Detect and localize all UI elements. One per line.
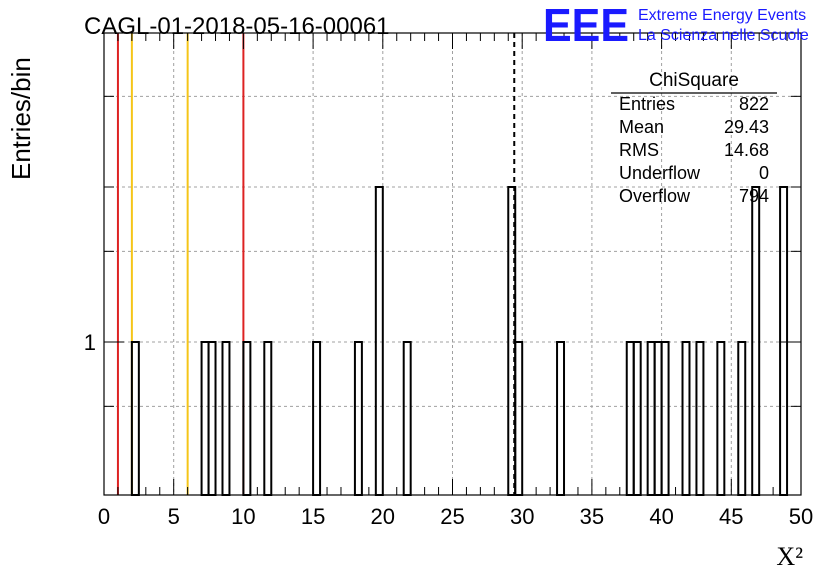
histogram-bar [751,186,761,496]
histogram-bar [402,341,412,496]
stats-value: 822 [739,94,769,114]
stats-label: Overflow [619,186,691,206]
histogram-bar [681,341,691,496]
x-tick-label: 5 [168,504,180,529]
histogram-bar [556,341,566,496]
histogram-bar [263,341,273,496]
stats-value: 29.43 [724,117,769,137]
histogram-bar [374,186,384,496]
x-tick-label: 35 [580,504,604,529]
eee-logo: EEE Extreme Energy Events La Scienza nel… [543,0,809,51]
stats-value: 794 [739,186,769,206]
x-tick-label: 20 [371,504,395,529]
histogram-bar [716,341,726,496]
histogram-bar [632,341,642,496]
stats-label: Mean [619,117,664,137]
histogram-bar [514,341,524,496]
stats-title: ChiSquare [649,70,739,91]
histogram-bar [646,341,656,496]
histogram-bar [221,341,231,496]
x-tick-label: 0 [98,504,110,529]
histogram-bar [737,341,747,496]
x-tick-label: 25 [440,504,464,529]
x-tick-label: 30 [510,504,534,529]
stats-value: 14.68 [724,140,769,160]
stats-label: Entries [619,94,675,114]
x-tick-label: 45 [719,504,743,529]
histogram-bar [695,341,705,496]
eee-logo-mark: EEE [543,0,629,51]
histogram-bars [130,186,789,496]
reference-lines [116,33,516,495]
histogram-bar [200,341,210,496]
x-tick-label: 15 [301,504,325,529]
eee-logo-line1: Extreme Energy Events [638,7,806,24]
chart-title: CAGL-01-2018-05-16-00061 [84,13,390,40]
histogram-bar [625,341,635,496]
x-axis-label: X² [776,542,803,571]
stats-label: Underflow [619,163,701,183]
axis-ticks: 0 5 10 15 20 25 30 35 40 45 50 [98,33,813,529]
histogram-bar [779,186,789,496]
histogram-bar [353,341,363,496]
x-tick-label: 50 [789,504,813,529]
y-tick-label-1: 1 [84,330,96,355]
x-tick-label: 10 [231,504,255,529]
histogram-bar [130,341,140,496]
histogram-bar [242,341,252,496]
y-axis-label: Entries/bin [6,57,36,180]
x-tick-label: 40 [649,504,673,529]
histogram-bar [653,341,663,496]
stats-box: ChiSquare Entries 822 Mean 29.43 RMS 14.68 Und… [611,70,777,206]
histogram-bar [660,341,670,496]
histogram-bar [312,341,322,496]
stats-label: RMS [619,140,659,160]
histogram-bar [207,341,217,496]
eee-logo-line2: La Scienza nelle Scuole [638,27,809,44]
stats-value: 0 [759,163,769,183]
